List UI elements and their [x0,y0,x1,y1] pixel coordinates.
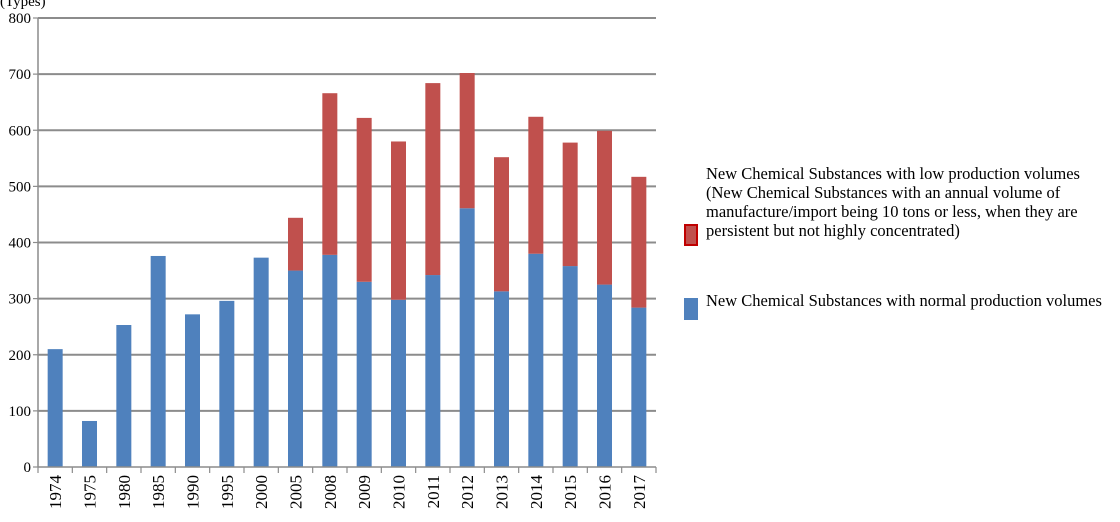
bar-low-2005 [288,217,303,271]
x-tick-label: 2005 [287,475,306,509]
x-tick-label: 2012 [458,475,477,509]
tick-labels: 0 100 200 300 400 500 600 700 800 1974 1975 1980 198… [9,11,649,509]
bar-normal-2017 [631,307,647,467]
x-tick-label: 2015 [561,475,580,509]
bar-normal-2015 [562,266,578,467]
legend-label-normal-volume: New Chemical Substances with normal prod… [706,291,1102,310]
y-tick-label: 100 [9,404,32,420]
y-tick-label: 0 [24,460,32,476]
bar-low-2014 [528,116,544,254]
x-tick-label: 1990 [184,475,203,509]
bar-normal-1980 [116,325,132,467]
x-tick-label: 2014 [527,475,546,510]
x-tick-label: 1974 [46,475,65,510]
bar-normal-2008 [322,254,338,467]
bar-low-2009 [356,117,372,282]
y-tick-label: 700 [9,67,32,83]
bar-low-2010 [391,141,406,300]
legend-label-low-volume: New Chemical Substances with low product… [706,164,1080,240]
bar-normal-2010 [391,299,406,467]
bar-low-2013 [494,157,509,292]
x-tick-label: 1985 [149,475,168,509]
bar-normal-2012 [459,208,475,468]
bar-low-2016 [597,130,612,285]
stacked-bar-chart: 0 100 200 300 400 500 600 700 800 1974 1975 1980 198… [9,11,657,509]
legend-swatch-low-volume [684,224,698,246]
y-tick-label: 500 [9,179,32,195]
legend-item-normal-volume: New Chemical Substances with normal prod… [684,291,1102,320]
y-tick-label: 200 [9,348,32,364]
x-tick-label: 2016 [596,475,615,509]
gridlines [38,17,656,412]
x-tick-label: 1995 [218,475,237,509]
bar-low-2015 [562,142,578,267]
bar-normal-2013 [494,291,509,467]
bar-normal-2016 [597,284,612,467]
bar-normal-1985 [150,255,166,467]
x-tick-label: 2017 [630,475,649,510]
bar-normal-2005 [288,270,303,467]
x-tick-label: 1980 [115,475,134,509]
y-tick-label: 800 [9,11,32,27]
bar-low-2017 [631,176,647,308]
y-axis-label: (Types) [0,0,46,10]
axes [33,17,657,473]
bar-low-2011 [425,83,441,276]
bar-normal-2009 [356,281,372,467]
bar-normal-2000 [253,257,269,467]
bar-low-2012 [459,73,475,209]
bar-normal-1990 [185,314,200,467]
y-tick-label: 300 [9,292,32,308]
bar-normal-1974 [47,349,63,467]
bar-normal-1995 [219,300,235,467]
bar-normal-2014 [528,253,544,467]
x-tick-label: 2013 [493,475,512,509]
legend-item-low-volume: New Chemical Substances with low product… [684,164,1120,246]
legend-swatch-normal-volume [684,298,698,320]
bar-low-2008 [322,93,338,255]
y-tick-label: 600 [9,123,32,139]
y-tick-label: 400 [9,236,32,252]
bar-normal-1975 [82,420,97,467]
x-tick-label: 2008 [321,475,340,509]
x-tick-label: 1975 [81,475,100,509]
x-tick-label: 2010 [390,475,409,509]
bars [47,73,647,468]
bar-normal-2011 [425,275,441,467]
x-tick-label: 2000 [252,475,271,509]
x-tick-label: 2009 [355,475,374,509]
x-tick-label: 2011 [424,475,443,508]
